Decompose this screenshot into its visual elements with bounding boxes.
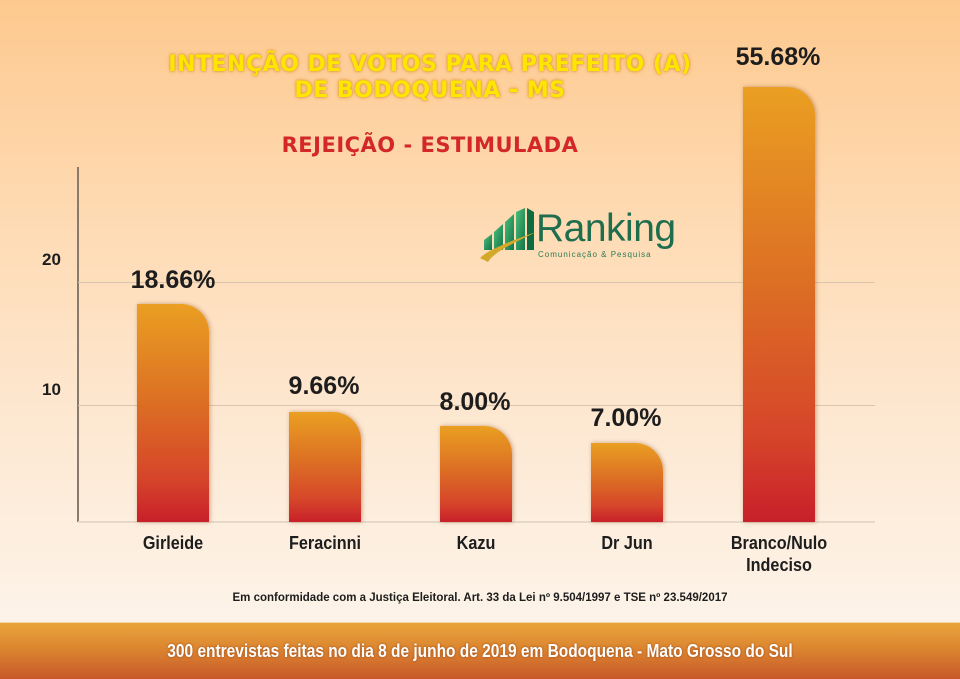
chart-subtitle: REJEIÇÃO - ESTIMULADA (281, 133, 579, 157)
footer-text: 300 entrevistas feitas no dia 8 de junho… (167, 641, 793, 661)
bar-value-label: 9.66% (288, 372, 360, 400)
footer-banner: 300 entrevistas feitas no dia 8 de junho… (0, 622, 960, 679)
logo-name: Ranking (536, 207, 676, 250)
gridline-20 (78, 282, 875, 283)
chart-title-line-1: INTENÇÃO DE VOTOS PARA PREFEITO (A) (168, 52, 692, 77)
logo-tagline: Comunicação & Pesquisa (538, 250, 652, 259)
category-label: Kazu (456, 533, 496, 553)
bar-feracinni (289, 412, 361, 522)
ranking-logo: Ranking Comunicação & Pesquisa (478, 206, 678, 266)
y-axis-line (77, 167, 79, 522)
bar-value-label: 7.00% (590, 404, 662, 432)
category-label-line-1: Branco/Nulo (730, 533, 828, 553)
bar-chart-swoosh-icon (480, 208, 536, 262)
bar-girleide (137, 304, 209, 522)
legal-note: Em conformidade com a Justiça Eleitoral.… (232, 592, 728, 604)
x-axis-baseline (78, 521, 875, 523)
category-label: Girleide (142, 533, 204, 553)
category-label: Branco/Nulo Indeciso (698, 532, 860, 576)
bar-kazu (440, 426, 512, 522)
gridline-10 (78, 405, 875, 406)
bar-value-label: 55.68% (735, 43, 821, 71)
y-tick-10: 10 (42, 380, 61, 399)
category-label: Dr Jun (601, 533, 653, 553)
bar-value-label: 18.66% (130, 266, 216, 294)
y-tick-20: 20 (42, 250, 61, 269)
bar-dr-jun (591, 443, 663, 522)
category-label: Feracinni (288, 533, 362, 553)
chart-title-line-2: DE BODOQUENA - MS (294, 78, 566, 103)
bar-branco-nulo-indeciso (743, 87, 815, 522)
category-label-line-2: Indeciso (746, 555, 812, 575)
bar-value-label: 8.00% (439, 388, 511, 416)
